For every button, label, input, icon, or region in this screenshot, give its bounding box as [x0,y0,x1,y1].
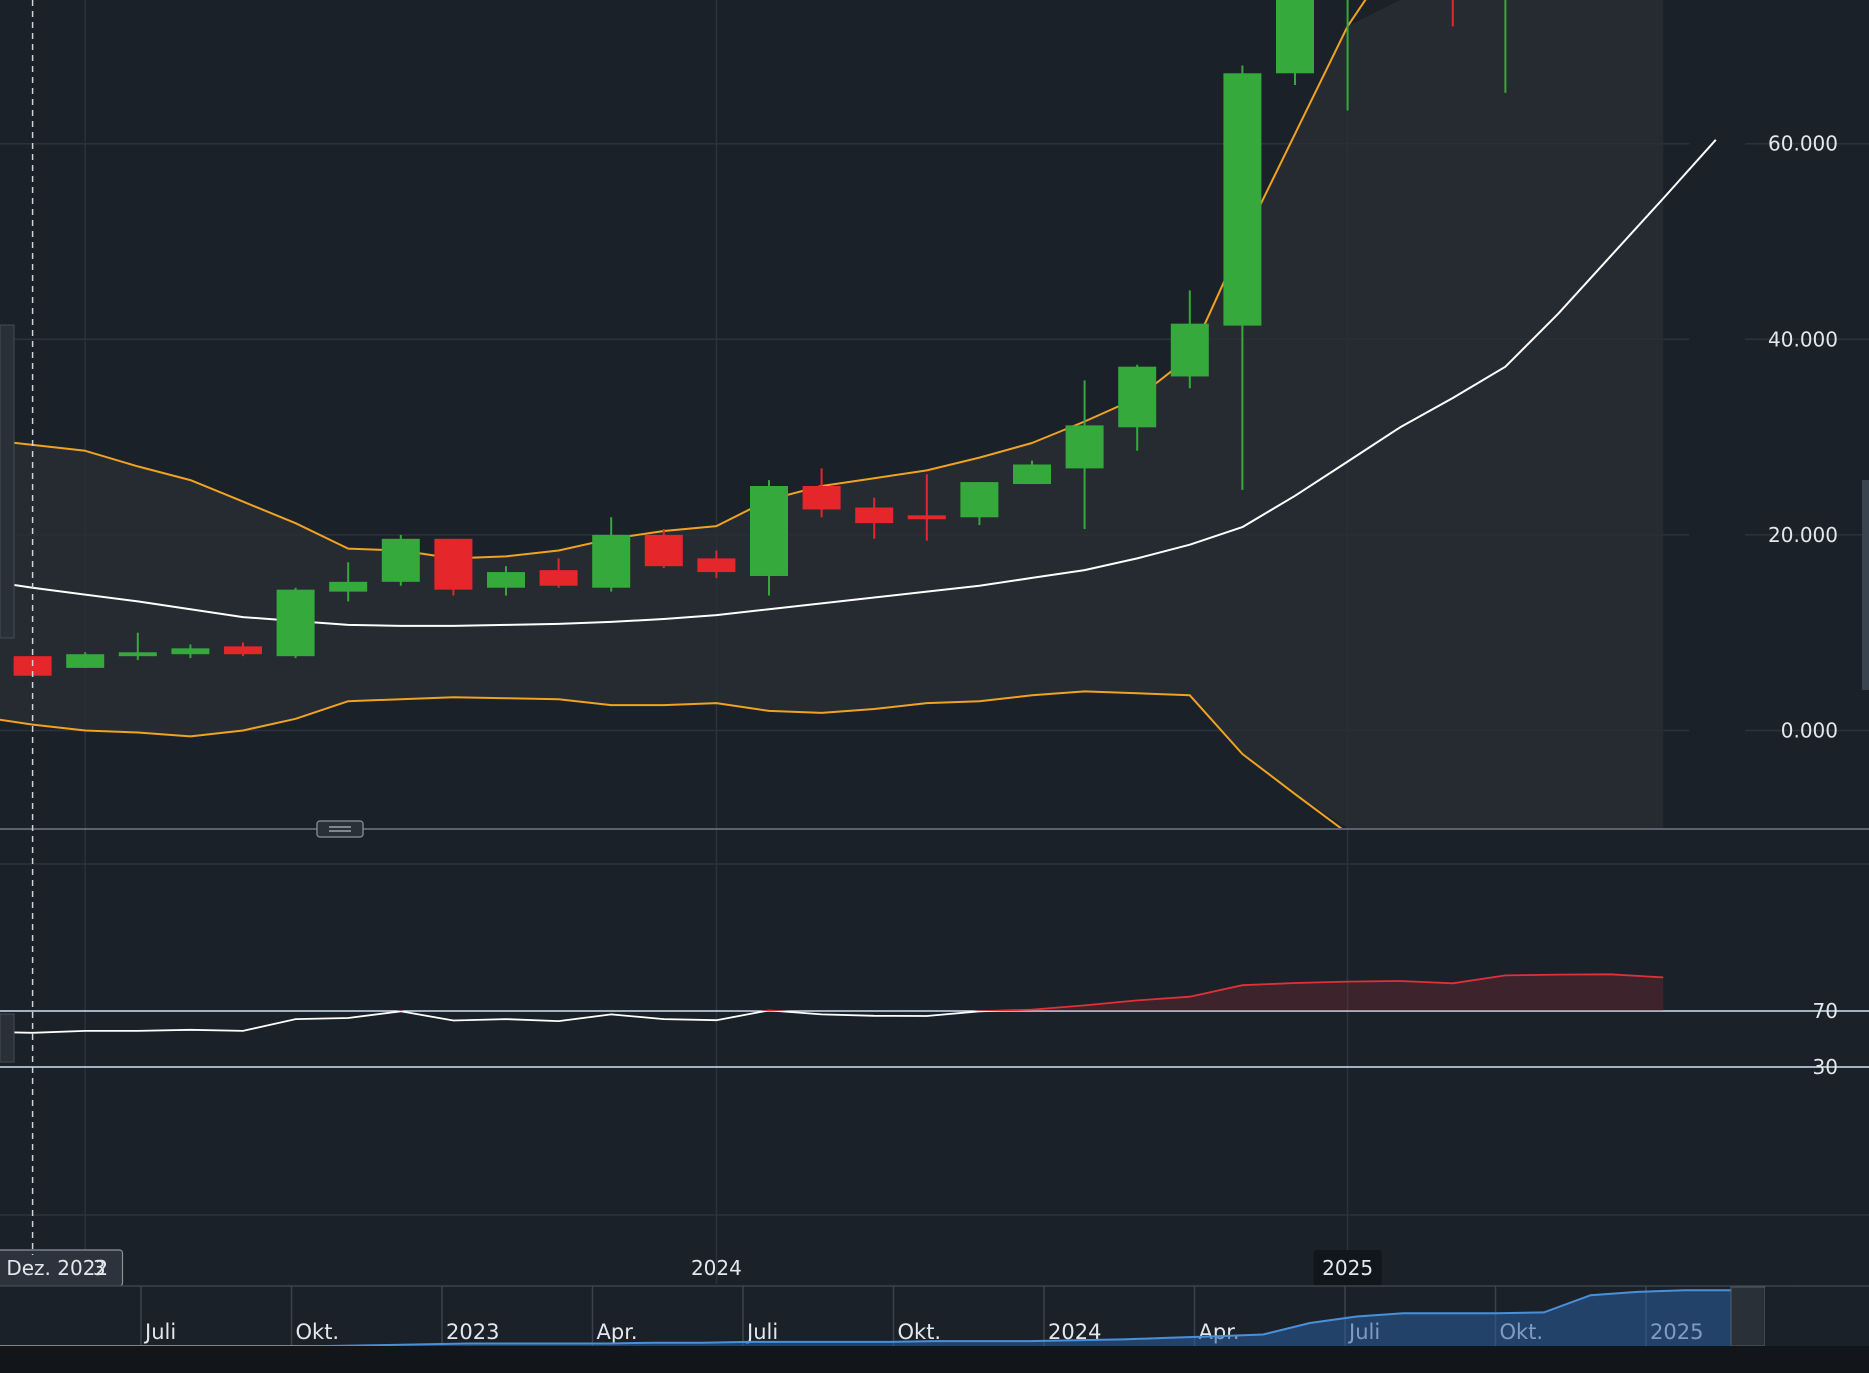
navigator-label: Okt. [296,1320,340,1344]
indicator-line-2 [0,690,1343,828]
candle-body [434,538,473,590]
navigator-handle[interactable] [1730,1286,1766,1347]
candle-body [855,507,894,524]
time-label: Dez. 2022 [6,1256,108,1280]
bottom-bar [0,1346,1869,1373]
candle-body [66,654,105,668]
candle-body [539,570,578,586]
time-label: 2024 [691,1256,742,1280]
candle-body [1170,323,1209,377]
candle-body [1065,425,1104,469]
navigator-label: 2023 [446,1320,499,1344]
candle-body [592,534,631,588]
rsi-line-overbought [396,973,1664,1011]
candle-body [118,652,157,657]
time-label-box [1313,1250,1382,1286]
left-panel-edge [0,324,15,639]
candle-body [960,482,999,518]
candle-body [697,558,736,573]
pane-resize-handle [316,820,364,838]
candle-body [276,589,315,657]
navigator-label: Apr. [597,1320,638,1344]
candle-body [1223,73,1262,326]
navigator-right-area [1765,1287,1869,1346]
rsi-tick-label: 30 [1813,1055,1838,1079]
future-area [1689,0,1745,828]
candle-body [802,486,841,510]
candle-body [329,581,368,592]
candle-body [1013,464,1051,485]
price-axis: 0.00020.00040.00060.00080.000100.000120.… [1768,132,1869,743]
rsi-tick-label: 70 [1813,999,1838,1023]
band-area [0,0,1664,828]
left-panel-edge [0,1013,15,1063]
time-label: 2025 [1322,1256,1373,1280]
time-label: 3 [93,1256,106,1280]
price-tick-label: 20.000 [1768,523,1838,547]
candle-body [750,486,788,576]
candle-body [644,534,683,567]
rsi-pane: 30 70 [0,973,1869,1079]
candle-body [1276,0,1314,74]
navigator-label: Juli [143,1320,176,1344]
navigator-area [0,1290,1731,1346]
candle-body [224,646,262,655]
candle-body [487,572,525,588]
bollinger-band-fill [0,0,1745,828]
candle-body [907,515,946,520]
navigator-label: Okt. [898,1320,942,1344]
crosshair [0,0,34,1255]
price-tick-label: 40.000 [1768,327,1838,351]
candle-body [1118,366,1157,428]
candlesticks [13,0,1507,676]
rsi-overbought-fill [0,974,1664,1011]
pane-divider[interactable] [0,820,1869,838]
rsi-line [0,1011,1017,1034]
navigator-label: Juli [745,1320,778,1344]
price-tick-label: 0.000 [1781,719,1838,743]
range-navigator[interactable]: JuliOkt.2023Apr.JuliOkt.2024Apr.JuliOkt.… [0,1285,1869,1373]
candle-body [171,648,210,655]
indicator-line-1 [0,139,1717,627]
price-tick-label: 60.000 [1768,132,1838,156]
candle-body [381,538,420,582]
price-axis-scrollbar [1862,480,1869,690]
